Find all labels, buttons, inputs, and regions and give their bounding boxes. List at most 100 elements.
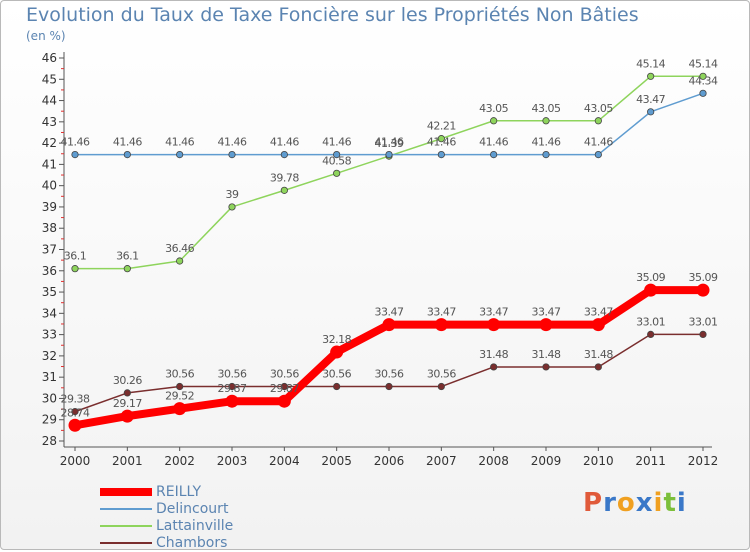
data-point-delincourt (594, 151, 602, 159)
data-label-delincourt: 41.46 (479, 136, 508, 149)
data-point-delincourt (123, 151, 131, 159)
data-label-delincourt: 41.46 (218, 136, 247, 149)
y-tick-label: 35 (42, 285, 57, 299)
data-label-chambors: 31.48 (479, 348, 508, 361)
data-label-reilly: 32.18 (322, 333, 351, 346)
data-point-reilly (696, 283, 710, 297)
x-tick-label: 2011 (635, 454, 666, 468)
data-label-delincourt: 41.46 (584, 136, 613, 149)
legend-item-reilly: REILLY (100, 484, 300, 501)
data-point-reilly (644, 283, 658, 297)
data-point-reilly (68, 418, 82, 432)
legend-item-delincourt: Delincourt (100, 501, 300, 518)
data-label-lattainville: 36.1 (116, 250, 139, 263)
data-point-chambors (228, 382, 236, 391)
data-label-lattainville: 45.14 (636, 57, 665, 70)
data-label-reilly: 33.47 (375, 306, 404, 319)
data-point-lattainville (542, 117, 550, 125)
y-tick-label: 28 (42, 434, 57, 448)
data-label-chambors: 33.01 (689, 315, 718, 328)
data-point-lattainville (490, 117, 498, 125)
data-label-delincourt: 44.34 (689, 74, 718, 87)
data-point-delincourt (71, 151, 79, 159)
data-label-reilly: 29.87 (270, 382, 299, 395)
y-tick-label: 40 (42, 179, 57, 193)
y-tick-label: 43 (42, 115, 57, 129)
data-label-lattainville: 36.1 (64, 250, 87, 263)
data-label-reilly: 29.17 (113, 397, 142, 410)
data-point-delincourt (699, 89, 707, 97)
y-tick-label: 42 (42, 136, 57, 150)
data-label-chambors: 30.56 (270, 368, 299, 381)
data-point-chambors (647, 330, 655, 338)
y-tick-label: 33 (42, 328, 57, 342)
data-point-delincourt (542, 151, 550, 159)
data-point-chambors (594, 363, 602, 371)
y-tick-label: 29 (42, 413, 57, 427)
data-label-chambors: 33.01 (636, 315, 665, 328)
data-point-lattainville (647, 72, 655, 80)
data-point-delincourt (228, 151, 236, 159)
data-label-delincourt: 43.47 (636, 93, 665, 106)
data-point-reilly (487, 318, 501, 332)
logo-letter: P (583, 488, 604, 518)
data-point-delincourt (647, 108, 655, 116)
data-point-reilly (277, 394, 291, 408)
x-tick-label: 2007 (426, 454, 457, 468)
y-tick-label: 32 (42, 349, 57, 363)
y-tick-label: 34 (42, 306, 57, 320)
data-label-chambors: 30.56 (375, 368, 404, 381)
data-point-chambors (71, 408, 79, 416)
data-label-reilly: 29.87 (218, 382, 247, 395)
data-point-reilly (330, 345, 344, 359)
x-tick-label: 2002 (164, 454, 195, 468)
data-label-reilly: 33.47 (584, 306, 613, 319)
data-label-chambors: 30.26 (113, 374, 142, 387)
data-point-chambors (437, 382, 445, 391)
data-point-reilly (225, 394, 239, 408)
data-label-lattainville: 39 (226, 188, 239, 201)
logo-letter: x (635, 488, 654, 518)
y-tick-label: 44 (42, 94, 57, 108)
legend-label: Delincourt (156, 501, 229, 517)
data-label-delincourt: 41.46 (270, 136, 299, 149)
x-tick-label: 2004 (269, 454, 300, 468)
chart-title: Evolution du Taux de Taxe Foncière sur l… (26, 4, 639, 26)
x-tick-label: 2001 (112, 454, 143, 468)
x-tick-label: 2003 (217, 454, 248, 468)
data-label-lattainville: 43.05 (479, 102, 508, 115)
legend-label: REILLY (156, 484, 201, 500)
legend-item-chambors: Chambors (100, 535, 300, 552)
x-tick-label: 2010 (583, 454, 614, 468)
y-tick-label: 39 (42, 200, 57, 214)
data-label-chambors: 29.38 (61, 393, 90, 406)
data-point-delincourt (333, 151, 341, 159)
legend-swatch (100, 542, 152, 544)
legend-swatch (100, 508, 152, 510)
x-tick-label: 2000 (60, 454, 91, 468)
data-label-reilly: 28.74 (61, 406, 90, 419)
data-point-lattainville (594, 117, 602, 125)
data-point-lattainville (228, 203, 236, 211)
logo-letter: i (676, 488, 687, 518)
data-point-reilly (591, 318, 605, 332)
data-point-lattainville (280, 186, 288, 194)
data-point-chambors (699, 330, 707, 338)
x-tick-label: 2005 (321, 454, 352, 468)
x-tick-label: 2009 (531, 454, 562, 468)
data-label-delincourt: 41.46 (322, 136, 351, 149)
x-tick-label: 2012 (688, 454, 719, 468)
y-tick-label: 45 (42, 72, 57, 86)
legend-label: Chambors (156, 535, 228, 551)
data-point-lattainville (123, 265, 131, 273)
data-label-lattainville: 39.78 (270, 171, 299, 184)
data-point-lattainville (333, 169, 341, 177)
data-point-delincourt (280, 151, 288, 159)
data-point-chambors (542, 363, 550, 371)
data-point-chambors (333, 382, 341, 391)
data-point-reilly (173, 402, 187, 416)
data-label-reilly: 33.47 (479, 306, 508, 319)
data-point-delincourt (385, 151, 393, 159)
data-point-chambors (490, 363, 498, 371)
